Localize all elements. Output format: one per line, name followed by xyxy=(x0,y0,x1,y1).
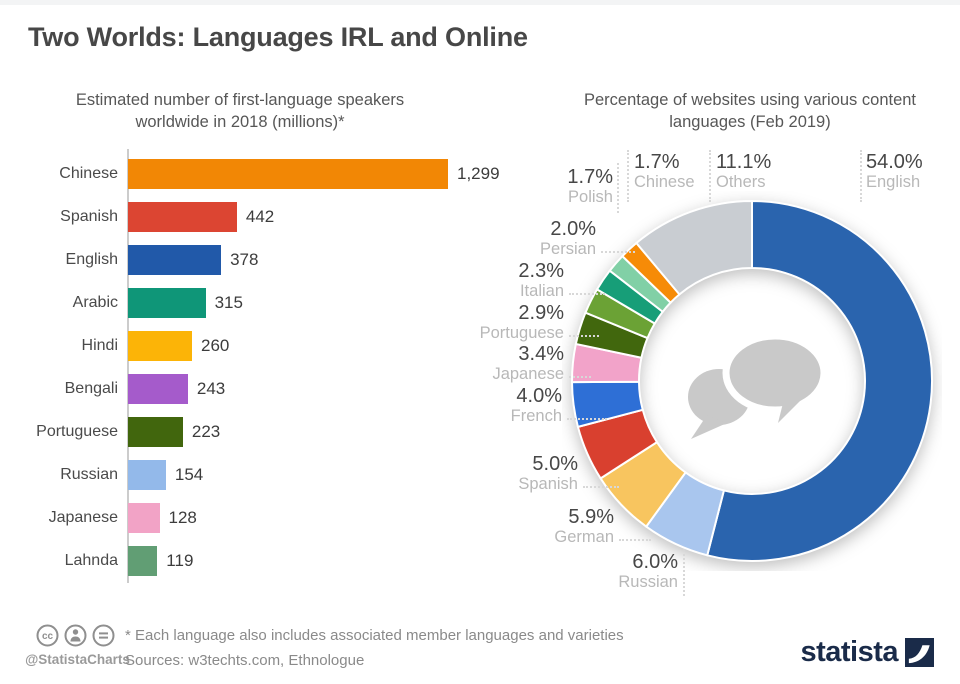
bar xyxy=(128,158,448,189)
footnote: * Each language also includes associated… xyxy=(125,627,624,644)
bar-category-label: Spanish xyxy=(60,207,118,225)
bar-category-label: Portuguese xyxy=(36,422,118,440)
bar-row: Lahnda 119 xyxy=(0,539,480,582)
bar-chart: Chinese 1,299 Spanish 442 English 378 Arabic 31… xyxy=(0,152,500,582)
bar-row: Hindi 260 xyxy=(0,324,480,367)
bar-row: Chinese 1,299 xyxy=(0,152,500,195)
page-title: Two Worlds: Languages IRL and Online xyxy=(28,22,528,52)
bar-row: Bengali 243 xyxy=(0,367,480,410)
bar-category-label: English xyxy=(65,250,118,268)
leader-line-chinese xyxy=(627,150,629,202)
bar xyxy=(128,502,160,533)
leader-line-others xyxy=(709,150,711,202)
bar-value-label: 154 xyxy=(174,464,204,484)
leader-line-german xyxy=(619,539,651,541)
donut-slice-english xyxy=(706,199,933,562)
leader-line-italian xyxy=(569,293,605,295)
bar-row: Portuguese 223 xyxy=(0,410,480,453)
leader-line-spanish xyxy=(583,486,619,488)
donut-label-russian: 6.0% Russian xyxy=(618,551,678,591)
bar-row: English 378 xyxy=(0,238,480,281)
donut-chart xyxy=(570,199,933,562)
bar xyxy=(128,373,188,404)
bar-chart-axis-line xyxy=(127,149,129,583)
bar-value-label: 378 xyxy=(230,249,259,269)
donut-label-french: 4.0% French xyxy=(510,385,562,425)
bar-value-label: 1,299 xyxy=(457,163,500,183)
donut-label-japanese: 3.4% Japanese xyxy=(492,343,564,383)
bar-value-label: 315 xyxy=(214,292,243,312)
bar-category-label: Chinese xyxy=(59,164,118,182)
donut-label-portuguese: 2.9% Portuguese xyxy=(479,302,564,342)
donut-chart-subtitle: Percentage of websites using various con… xyxy=(583,91,917,132)
bar xyxy=(128,416,183,447)
top-edge-strip xyxy=(0,0,960,5)
donut-label-persian: 2.0% Persian xyxy=(540,218,596,258)
leader-line-polish xyxy=(617,163,619,213)
bar-row: Arabic 315 xyxy=(0,281,480,324)
donut-label-english: 54.0% English xyxy=(866,151,923,191)
bar-category-label: Hindi xyxy=(81,336,118,354)
bar xyxy=(128,330,192,361)
speech-bubbles-icon xyxy=(688,332,828,439)
bar-value-label: 442 xyxy=(245,206,275,226)
leader-line-japanese xyxy=(569,376,591,378)
statista-logo-text: statista xyxy=(800,636,898,668)
bar-chart-subtitle: Estimated number of first-language speak… xyxy=(75,91,405,132)
donut-label-others: 11.1% Others xyxy=(716,151,772,191)
bar-value-label: 260 xyxy=(201,335,230,355)
attribution-person-icon xyxy=(64,624,87,647)
donut-label-italian: 2.3% Italian xyxy=(518,260,564,300)
bar-category-label: Russian xyxy=(60,465,118,483)
bar-category-label: Lahnda xyxy=(64,551,118,569)
bar xyxy=(128,244,222,275)
sources: Sources: w3techts.com, Ethnologue xyxy=(125,652,365,669)
statista-logo: statista xyxy=(800,636,934,669)
donut-label-german: 5.9% German xyxy=(554,506,614,546)
donut-slice-others xyxy=(634,199,753,296)
leader-line-russian xyxy=(683,549,685,596)
bar-category-label: Japanese xyxy=(48,508,118,526)
leader-line-portuguese xyxy=(569,335,599,337)
bar-value-label: 119 xyxy=(166,550,194,570)
equals-icon xyxy=(92,624,115,647)
bar-category-label: Bengali xyxy=(64,379,118,397)
statista-logo-mark xyxy=(905,638,934,667)
bar-value-label: 243 xyxy=(196,378,226,398)
bar xyxy=(128,201,237,232)
donut-label-chinese: 1.7% Chinese xyxy=(634,151,695,191)
cc-icon: cc xyxy=(36,624,59,647)
bar-value-label: 223 xyxy=(191,421,221,441)
donut-label-polish: 1.7% Polish xyxy=(567,166,613,206)
bar-row: Russian 154 xyxy=(0,453,480,496)
bar-category-label: Arabic xyxy=(72,293,118,311)
bar xyxy=(128,459,166,490)
svg-text:cc: cc xyxy=(42,631,54,642)
statista-charts-handle: @StatistaCharts xyxy=(25,652,130,667)
bar-value-label: 128 xyxy=(168,507,197,527)
bar xyxy=(128,287,206,318)
leader-line-english xyxy=(860,150,862,202)
leader-line-persian xyxy=(601,251,635,253)
bar xyxy=(128,545,158,576)
bar-row: Spanish 442 xyxy=(0,195,480,238)
bar-row: Japanese 128 xyxy=(0,496,480,539)
leader-line-french xyxy=(567,418,607,420)
donut-label-spanish: 5.0% Spanish xyxy=(518,453,578,493)
cc-license-icons: cc xyxy=(36,624,115,647)
